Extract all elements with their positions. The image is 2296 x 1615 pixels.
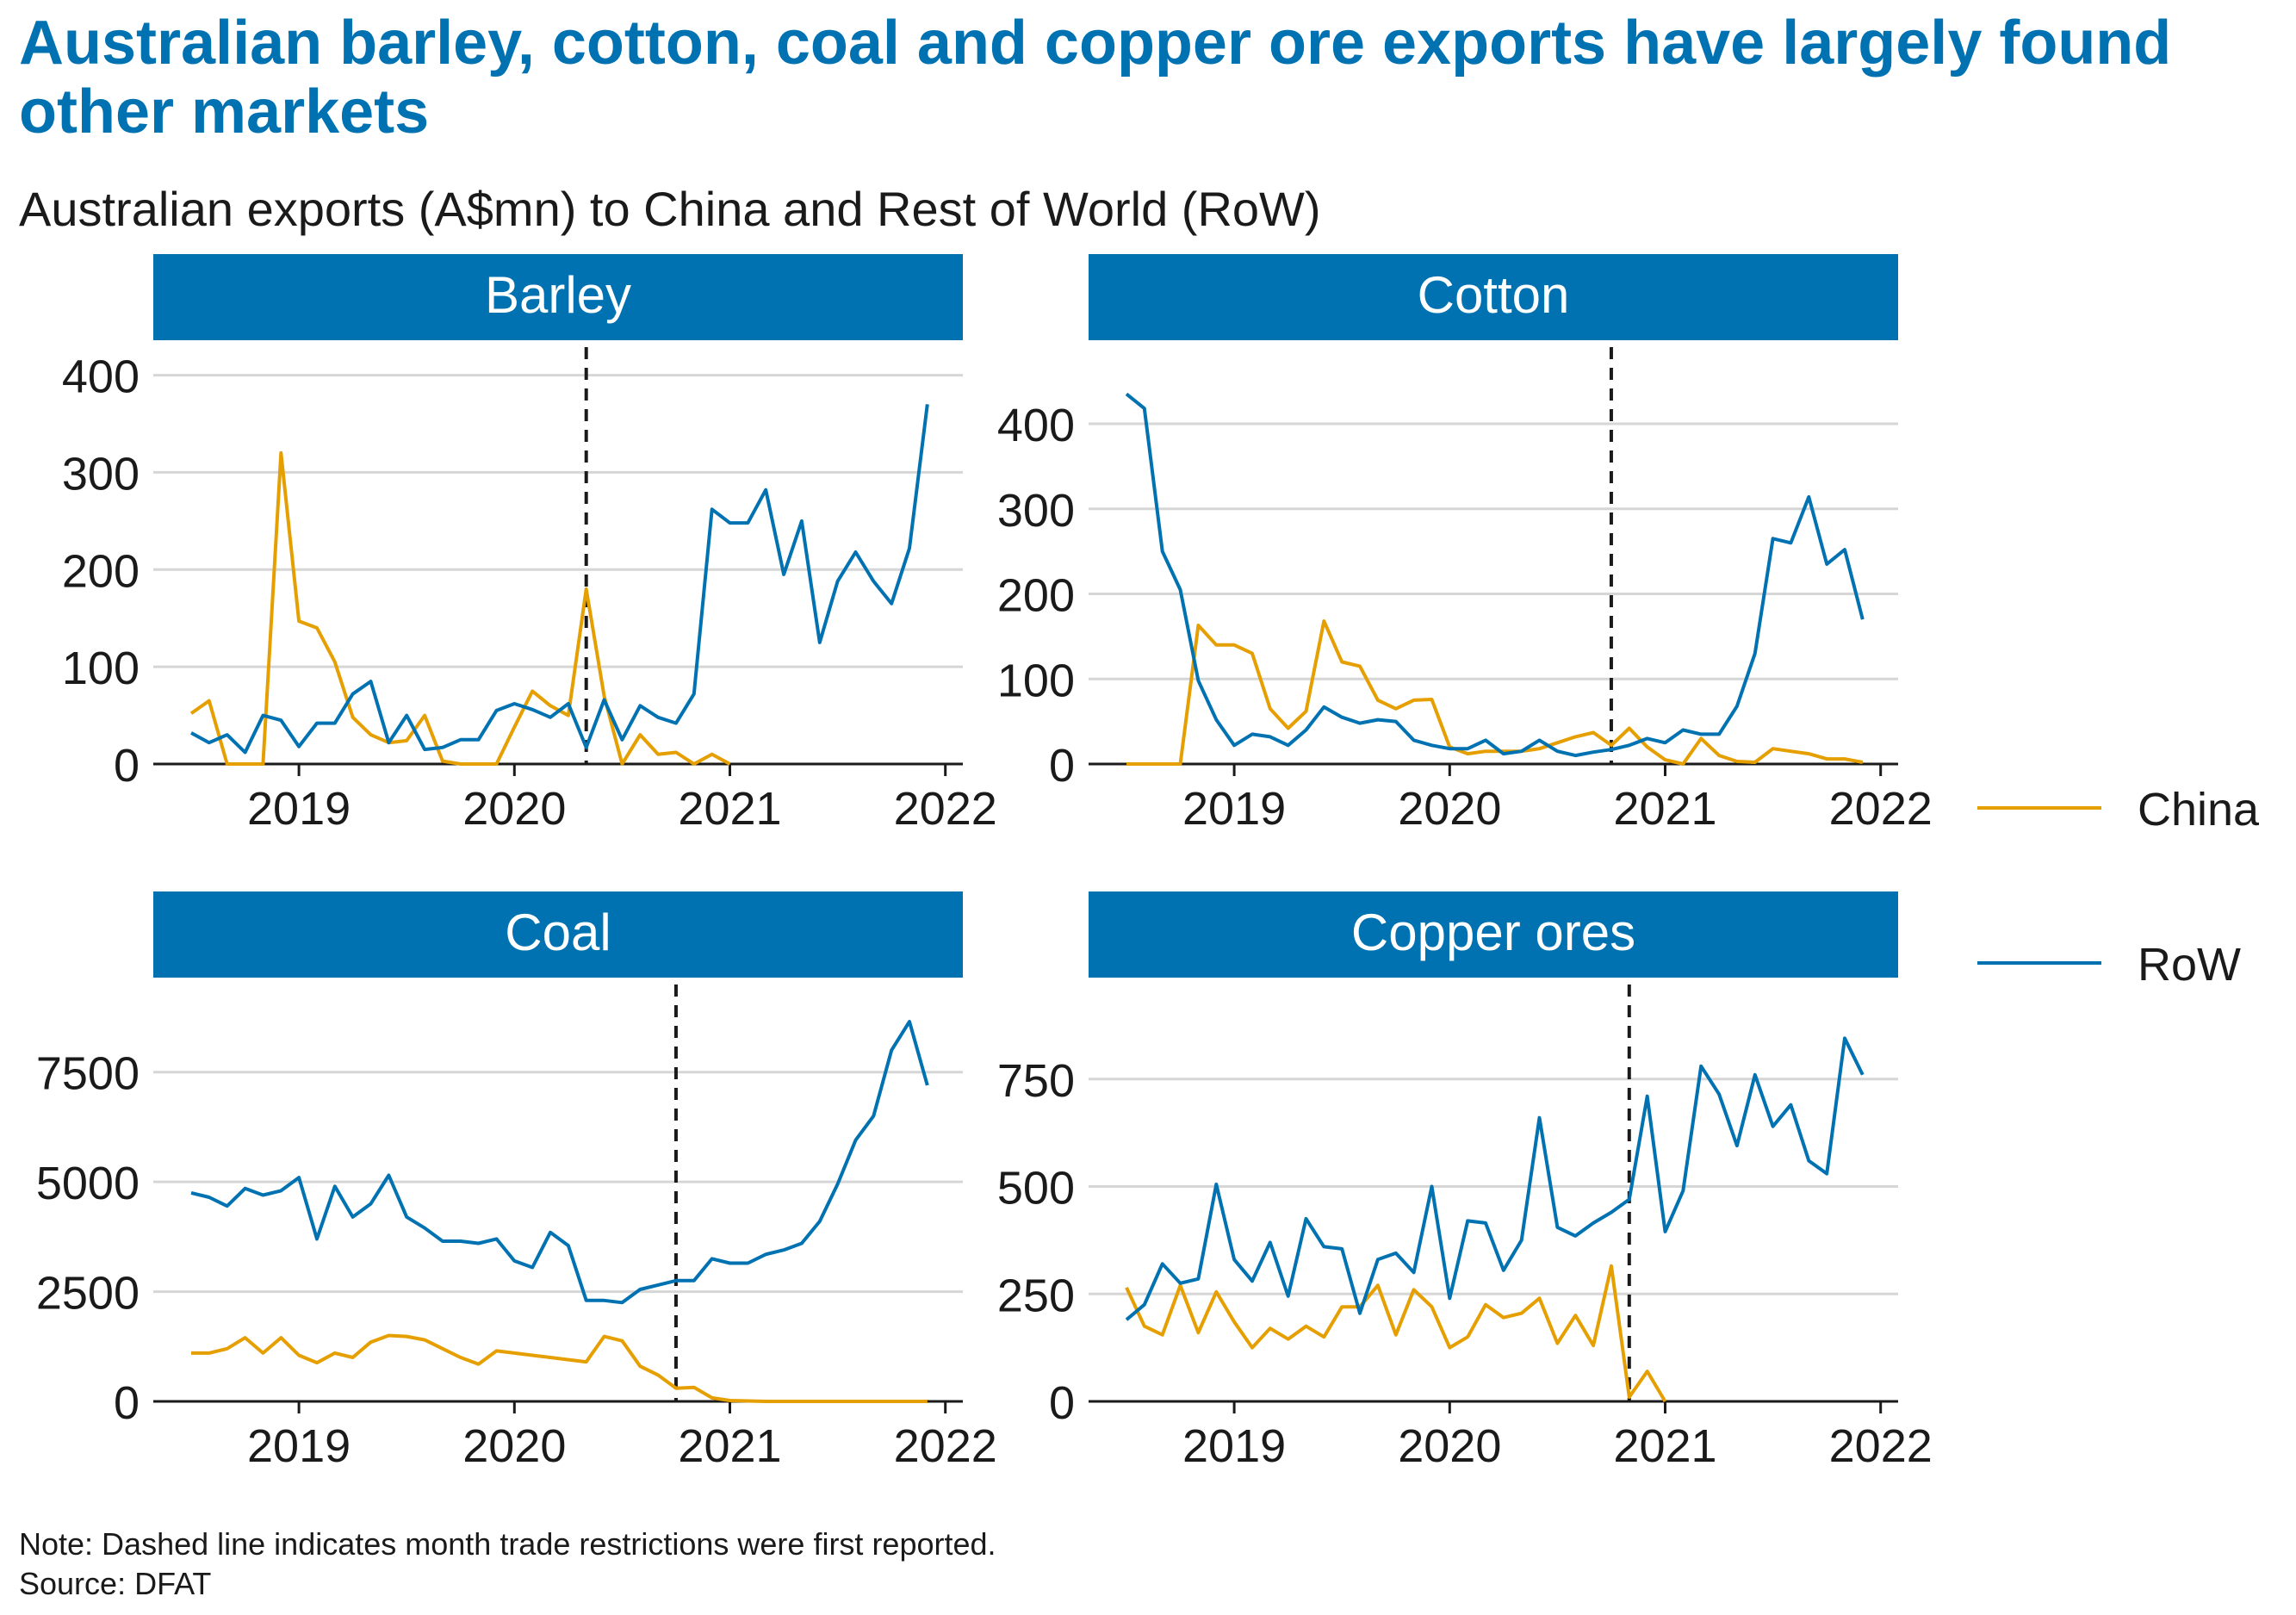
y-tick-label: 100 [62,643,140,694]
y-tick-label: 250 [997,1270,1075,1321]
y-tick-label: 7500 [36,1048,140,1100]
x-tick-label: 2019 [247,1420,351,1472]
x-tick-label: 2021 [1613,1420,1716,1472]
legend-label-china: China [2138,784,2260,835]
panel-title: Cotton [1418,266,1570,324]
y-tick-label: 300 [997,485,1075,537]
panel-title: Barley [485,266,631,324]
x-tick-label: 2019 [1182,1420,1286,1472]
series-line-china [191,1333,928,1403]
panel-header [153,254,963,340]
y-tick-label: 500 [997,1163,1075,1214]
legend: China RoW [1977,784,2260,991]
x-tick-label: 2019 [247,783,351,835]
y-tick-label: 400 [997,400,1075,451]
x-tick-label: 2022 [1829,1420,1933,1472]
panel-barley: Barley 0 100 200 300 400 2019 2020 2021 2022 [62,254,997,835]
x-tick-label: 2022 [1829,783,1933,835]
panel-cotton: Cotton 0 100 200 300 400 2019 2020 2021 2022 [997,254,1933,835]
x-tick-label: 2021 [678,1420,781,1472]
series-line-row [190,404,929,755]
y-tick-label: 0 [114,740,140,792]
x-tick-label: 2020 [1398,1420,1501,1472]
x-tick-label: 2021 [1613,783,1716,835]
y-tick-label: 750 [997,1055,1075,1107]
panel-title: Coal [505,904,611,961]
panel-header [153,891,963,978]
series-line-row [190,1020,929,1305]
series-line-china [189,450,731,766]
y-tick-label: 400 [62,351,140,403]
panel-header [1089,891,1898,978]
series-line-china [1125,1264,1667,1403]
y-tick-label: 200 [62,545,140,597]
y-tick-label: 0 [1049,1377,1075,1429]
y-tick-label: 100 [997,655,1075,706]
chart-title: Australian barley, cotton, coal and copp… [19,9,2172,146]
chart-subtitle: Australian exports (A$mn) to China and R… [19,182,1321,236]
series-line-china [1126,619,1864,766]
panel-coal: Coal 0 2500 5000 7500 2019 2020 2021 2022 [36,891,997,1472]
x-tick-label: 2020 [462,783,566,835]
panel-copper-ores: Copper ores 0 250 500 750 2019 2020 2021 2022 [997,891,1933,1472]
y-tick-label: 5000 [36,1158,140,1209]
x-tick-label: 2022 [894,1420,997,1472]
footnote: Note: Dashed line indicates month trade … [19,1526,996,1562]
y-tick-label: 0 [1049,740,1075,792]
y-tick-label: 0 [114,1377,140,1429]
x-tick-label: 2020 [1398,783,1501,835]
x-tick-label: 2021 [678,783,781,835]
series-line-row [1125,1036,1865,1321]
panel-title: Copper ores [1351,904,1635,961]
legend-label-row: RoW [2138,939,2241,991]
series-line-row [1125,392,1865,758]
x-tick-label: 2020 [462,1420,566,1472]
panel-header [1089,254,1898,340]
source-note: Source: DFAT [19,1566,212,1601]
x-tick-label: 2019 [1182,783,1286,835]
y-tick-label: 200 [997,570,1075,622]
y-tick-label: 300 [62,448,140,500]
x-tick-label: 2022 [894,783,997,835]
y-tick-label: 2500 [36,1268,140,1320]
